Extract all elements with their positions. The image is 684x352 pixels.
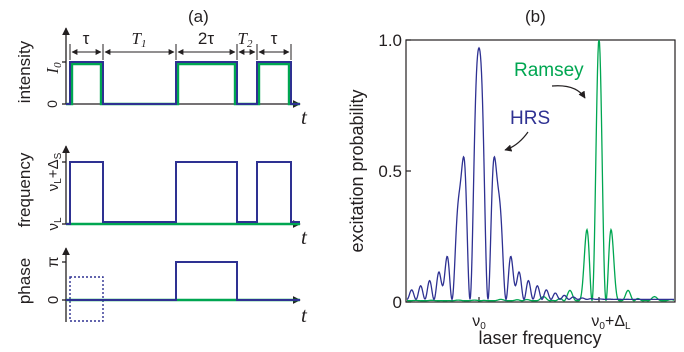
frequency-ytick-top-sub: L — [53, 178, 64, 184]
phase-ylabel: phase — [15, 258, 34, 304]
intensity-subplot: intensity t I0 0 τ T1 2τ T2 τ — [15, 27, 308, 129]
frequency-ylabel: frequency — [15, 152, 34, 227]
ramsey-annotation: Ramsey — [514, 60, 584, 81]
ytick-label-1: 1.0 — [378, 31, 402, 50]
phase-hrs-line — [66, 261, 300, 301]
phase-ytick-top-label: π — [45, 256, 62, 267]
panel-a-label: (a) — [188, 7, 209, 26]
intensity-t-label: t — [301, 105, 308, 129]
b-ylabel: excitation probability — [347, 89, 367, 252]
seg-label-T1: T1 — [132, 29, 147, 50]
excitation-chart: 1.0 0.5 0 ν0 ν0+ΔL laser frequency excit… — [347, 31, 676, 348]
frequency-hrs-line — [66, 161, 300, 225]
seg-label-tau2: τ — [271, 29, 278, 48]
phase-t-label: t — [301, 303, 308, 327]
frequency-ytick-bottom-sub: L — [53, 217, 64, 223]
seg-label-T2: T2 — [238, 29, 253, 50]
xtick-label-nu0-delta-sub2: L — [625, 321, 631, 332]
b-xlabel: laser frequency — [478, 328, 601, 348]
intensity-ytick-bottom-label: 0 — [44, 100, 60, 108]
seg-label-T1-sub: 1 — [141, 38, 147, 50]
ytick-label-05: 0.5 — [378, 162, 402, 181]
frequency-ytick-bottom-label: νL — [45, 217, 64, 231]
frequency-ytick-top-sub2: S — [53, 152, 64, 159]
seg-label-T2-sub: 2 — [247, 38, 253, 50]
ytick-label-0: 0 — [393, 293, 402, 312]
intensity-ylabel: intensity — [15, 40, 34, 103]
xtick-label-nu0-delta-sub: 0 — [599, 321, 605, 332]
frequency-ytick-top-rest: +Δ — [45, 159, 62, 178]
seg-label-2tau: 2τ — [198, 29, 214, 48]
intensity-hrs-line — [66, 61, 300, 105]
hrs-curve — [406, 46, 674, 302]
segment-markers — [69, 44, 292, 60]
hrs-arrow — [504, 131, 529, 152]
intensity-ramsey-line — [66, 62, 300, 106]
intensity-ytick-sub: 0 — [52, 62, 64, 68]
phase-subplot: phase t π 0 — [15, 247, 308, 327]
ramsey-arrow — [551, 85, 586, 99]
seg-label-tau1: τ — [83, 29, 90, 48]
hrs-annotation: HRS — [510, 108, 550, 129]
frequency-subplot: frequency t νL+ΔS νL — [15, 145, 308, 249]
frequency-t-label: t — [301, 225, 308, 249]
frequency-ytick-top-label: νL+ΔS — [45, 152, 64, 191]
xtick-label-nu0-delta-rest: +Δ — [605, 313, 625, 330]
intensity-ytick-top-label: I0 — [43, 62, 64, 75]
xtick-label-nu0-sub: 0 — [480, 321, 486, 332]
panel-b-label: (b) — [525, 7, 546, 26]
phase-ytick-bottom-label: 0 — [45, 296, 62, 304]
ramsey-curve — [407, 39, 675, 302]
